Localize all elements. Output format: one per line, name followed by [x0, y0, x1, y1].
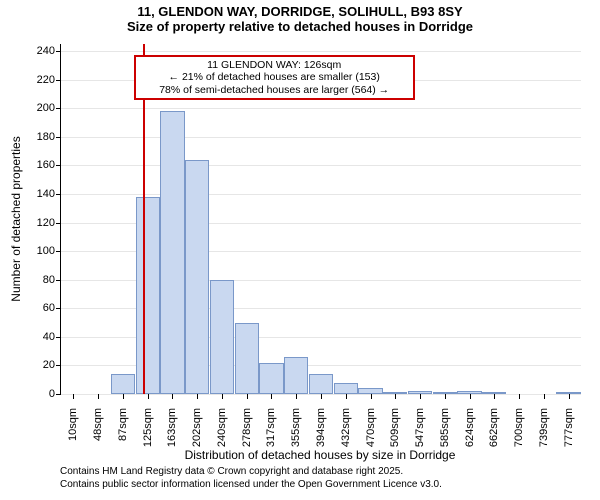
- xtick-label: 547sqm: [414, 408, 426, 447]
- xtick-label: 739sqm: [538, 408, 550, 447]
- xtick-mark: [420, 394, 421, 399]
- histogram-bar: [185, 160, 209, 394]
- ytick-label: 100: [37, 245, 61, 257]
- histogram-bar: [334, 383, 358, 394]
- title-block: 11, GLENDON WAY, DORRIDGE, SOLIHULL, B93…: [0, 0, 600, 34]
- histogram-bar: [136, 197, 160, 394]
- histogram-bar: [235, 323, 259, 394]
- ytick-label: 200: [37, 102, 61, 114]
- ytick-label: 60: [43, 302, 61, 314]
- x-axis-title: Distribution of detached houses by size …: [185, 448, 456, 462]
- xtick-label: 317sqm: [265, 408, 277, 447]
- xtick-mark: [346, 394, 347, 399]
- xtick-label: 432sqm: [340, 408, 352, 447]
- gridline: [61, 165, 581, 166]
- xtick-label: 10sqm: [67, 408, 79, 441]
- xtick-mark: [296, 394, 297, 399]
- xtick-label: 700sqm: [513, 408, 525, 447]
- chart-container: 11, GLENDON WAY, DORRIDGE, SOLIHULL, B93…: [0, 0, 600, 500]
- xtick-mark: [470, 394, 471, 399]
- ytick-label: 20: [43, 359, 61, 371]
- title-line-1: 11, GLENDON WAY, DORRIDGE, SOLIHULL, B93…: [0, 4, 600, 19]
- xtick-label: 278sqm: [241, 408, 253, 447]
- xtick-mark: [73, 394, 74, 399]
- histogram-bar: [111, 374, 135, 394]
- ytick-label: 180: [37, 131, 61, 143]
- xtick-label: 202sqm: [191, 408, 203, 447]
- xtick-mark: [123, 394, 124, 399]
- xtick-mark: [172, 394, 173, 399]
- gridline: [61, 108, 581, 109]
- xtick-mark: [98, 394, 99, 399]
- y-axis-title: Number of detached properties: [9, 136, 23, 301]
- histogram-bar: [160, 111, 184, 394]
- xtick-label: 240sqm: [216, 408, 228, 447]
- xtick-label: 585sqm: [439, 408, 451, 447]
- histogram-bar: [259, 363, 283, 394]
- xtick-mark: [494, 394, 495, 399]
- xtick-label: 355sqm: [290, 408, 302, 447]
- annotation-box: 11 GLENDON WAY: 126sqm← 21% of detached …: [134, 55, 415, 101]
- plot-area: 02040608010012014016018020022024010sqm48…: [60, 44, 581, 395]
- ytick-label: 140: [37, 188, 61, 200]
- xtick-mark: [371, 394, 372, 399]
- histogram-bar: [210, 280, 234, 394]
- xtick-label: 624sqm: [464, 408, 476, 447]
- xtick-label: 777sqm: [563, 408, 575, 447]
- annotation-line: 11 GLENDON WAY: 126sqm: [140, 59, 409, 72]
- ytick-label: 80: [43, 274, 61, 286]
- ytick-label: 0: [49, 388, 61, 400]
- ytick-label: 120: [37, 217, 61, 229]
- footer-line-1: Contains HM Land Registry data © Crown c…: [60, 466, 442, 479]
- ytick-label: 220: [37, 74, 61, 86]
- ytick-label: 240: [37, 45, 61, 57]
- title-line-2: Size of property relative to detached ho…: [0, 19, 600, 34]
- xtick-label: 470sqm: [365, 408, 377, 447]
- histogram-bar: [309, 374, 333, 394]
- xtick-mark: [321, 394, 322, 399]
- gridline: [61, 194, 581, 195]
- xtick-mark: [197, 394, 198, 399]
- xtick-mark: [247, 394, 248, 399]
- annotation-line: ← 21% of detached houses are smaller (15…: [140, 71, 409, 84]
- xtick-label: 125sqm: [142, 408, 154, 447]
- gridline: [61, 51, 581, 52]
- xtick-mark: [445, 394, 446, 399]
- histogram-bar: [284, 357, 308, 394]
- xtick-mark: [569, 394, 570, 399]
- xtick-label: 662sqm: [488, 408, 500, 447]
- xtick-mark: [222, 394, 223, 399]
- xtick-mark: [271, 394, 272, 399]
- xtick-label: 48sqm: [92, 408, 104, 441]
- footer-line-2: Contains public sector information licen…: [60, 479, 442, 492]
- xtick-label: 87sqm: [117, 408, 129, 441]
- gridline: [61, 137, 581, 138]
- xtick-mark: [148, 394, 149, 399]
- xtick-mark: [395, 394, 396, 399]
- xtick-label: 394sqm: [315, 408, 327, 447]
- xtick-label: 163sqm: [166, 408, 178, 447]
- footer: Contains HM Land Registry data © Crown c…: [60, 466, 442, 491]
- ytick-label: 40: [43, 331, 61, 343]
- annotation-line: 78% of semi-detached houses are larger (…: [140, 84, 409, 97]
- ytick-label: 160: [37, 159, 61, 171]
- xtick-label: 509sqm: [389, 408, 401, 447]
- xtick-mark: [544, 394, 545, 399]
- xtick-mark: [519, 394, 520, 399]
